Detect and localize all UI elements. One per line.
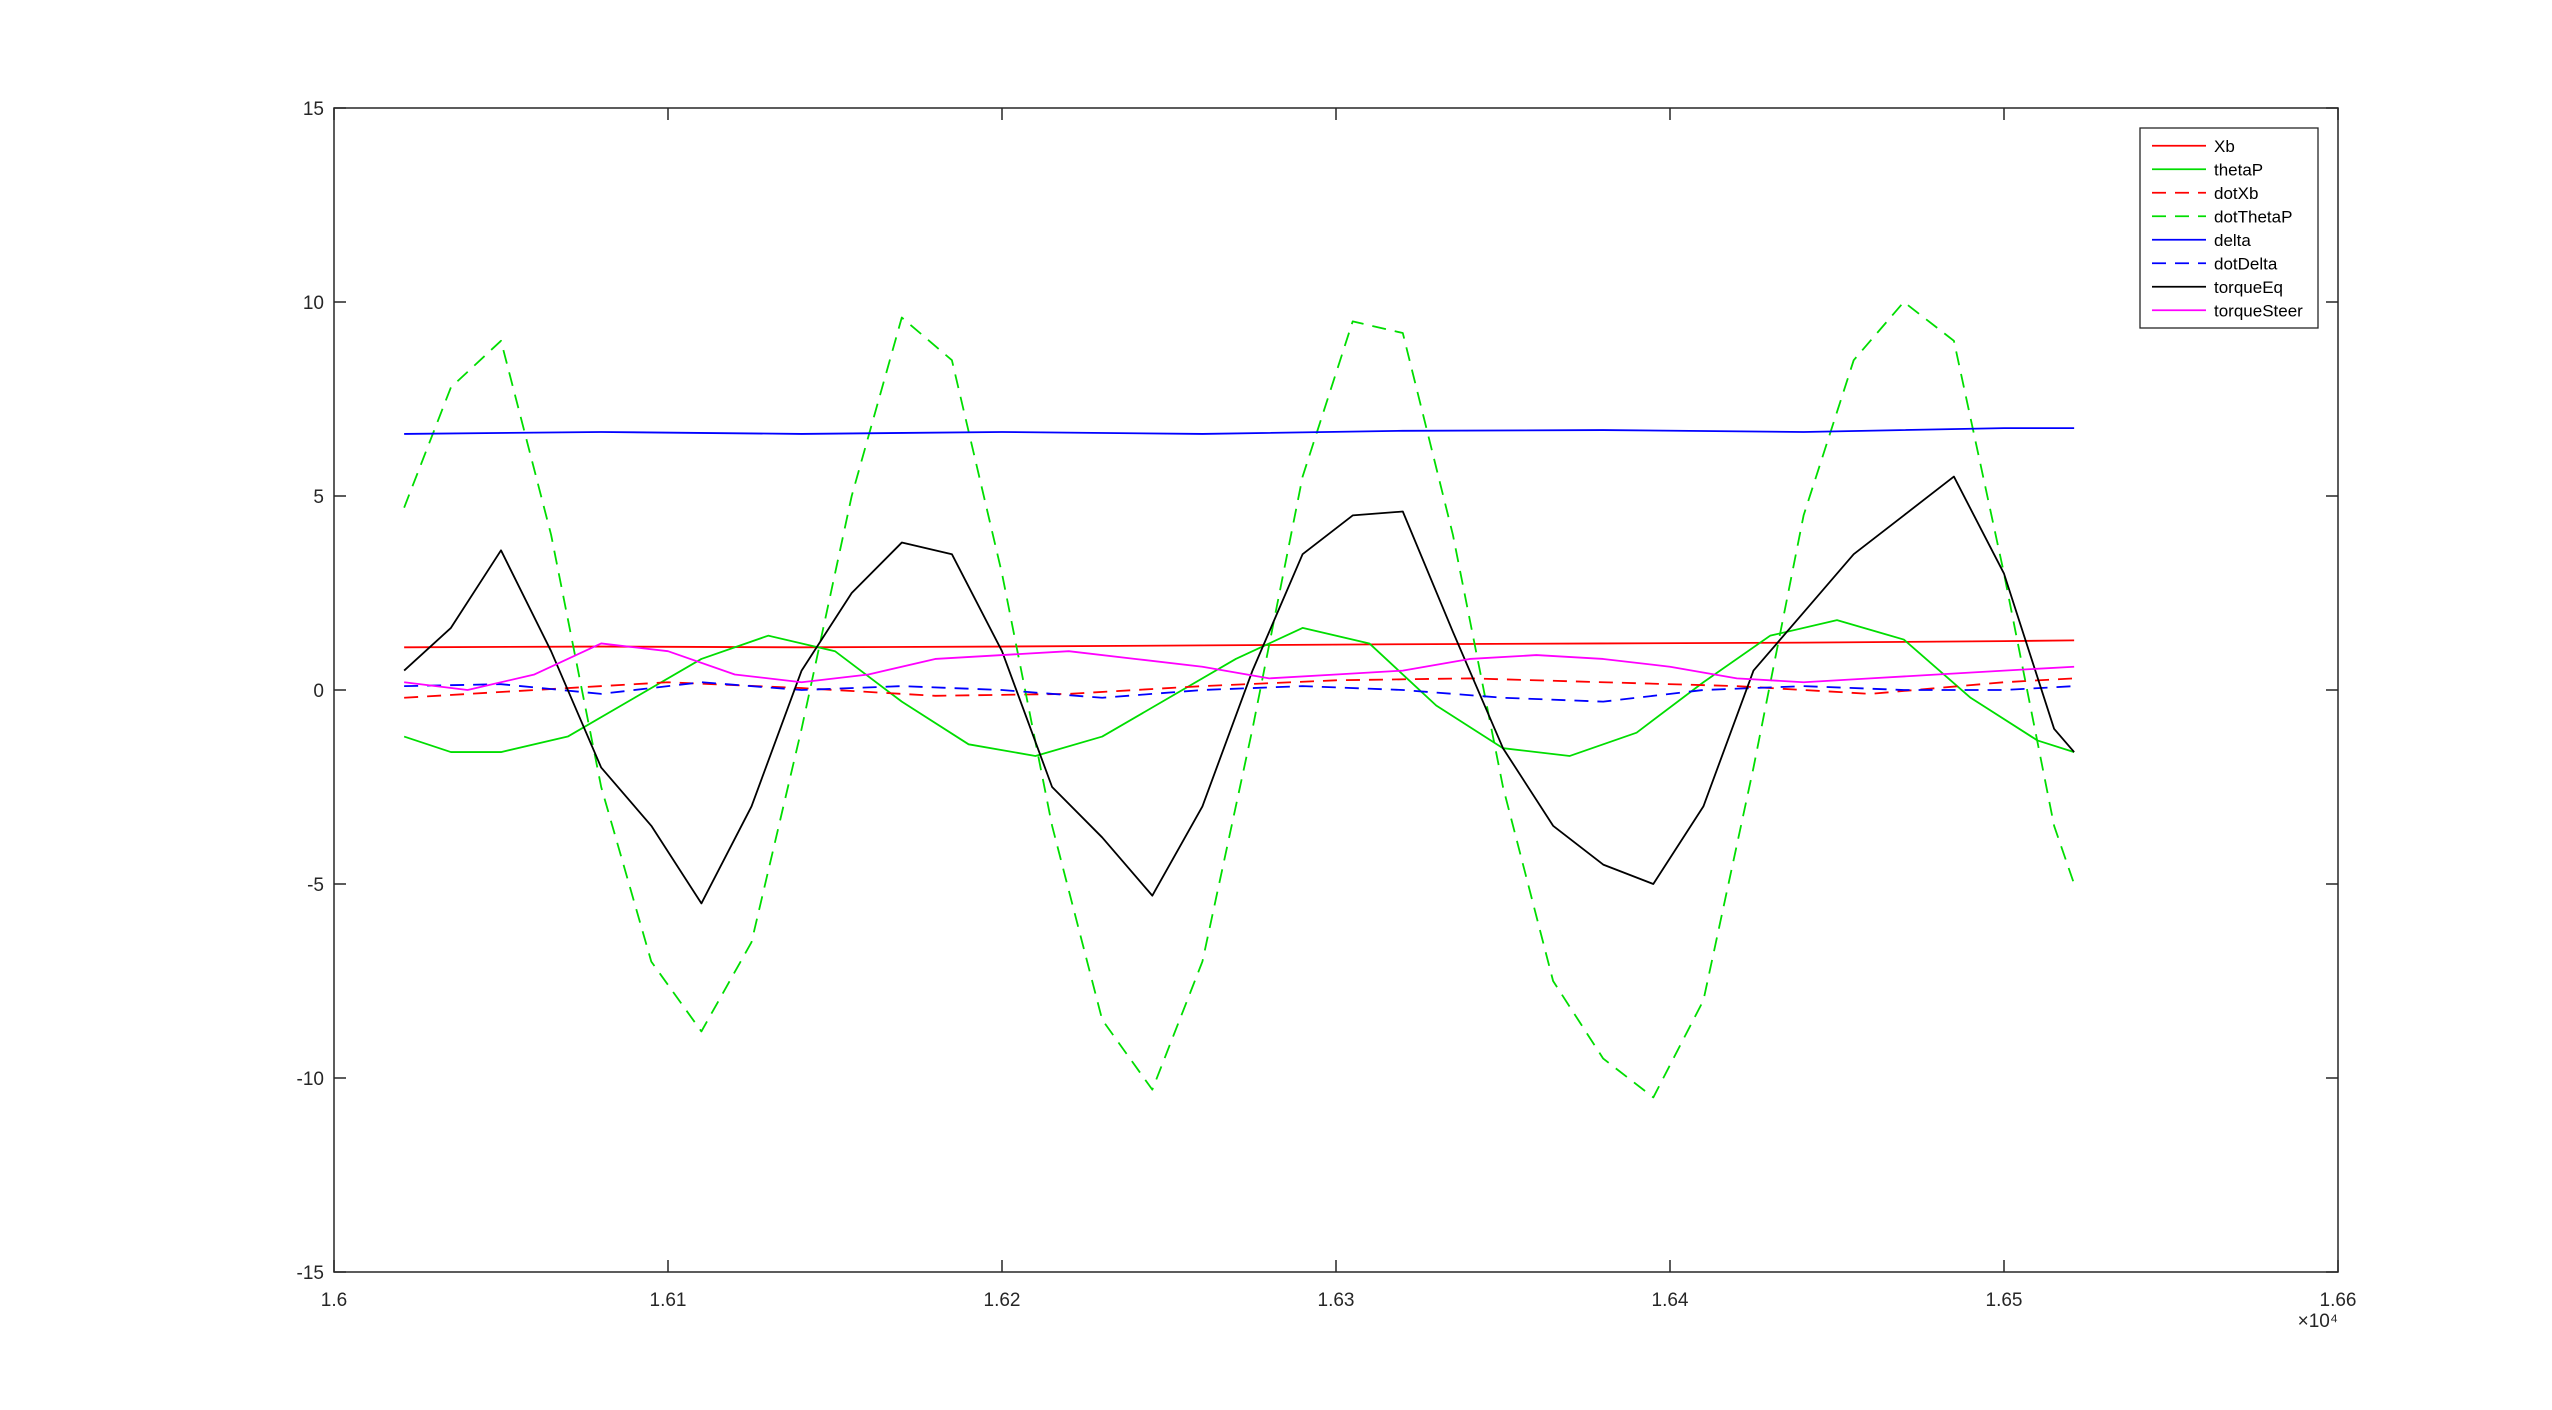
- series-line-Xb: [404, 639, 2075, 649]
- legend-entry: Xb: [2214, 137, 2235, 156]
- series-line-dotDelta: [404, 681, 2075, 703]
- legend-box: [2139, 127, 2319, 329]
- x-tick-label: 1.66: [2320, 1290, 2357, 1311]
- x-tick-label: 1.65: [1986, 1290, 2023, 1311]
- series-line-thetaP: [403, 619, 2075, 757]
- legend-entry: dotXb: [2214, 184, 2258, 203]
- y-tick-label: 15: [303, 99, 324, 120]
- series-line-delta: [404, 427, 2075, 435]
- y-tick-label: 5: [313, 487, 324, 508]
- legend: Xb thetaP dotXb dotThetaP delta dotDelta torqu…: [2139, 127, 2319, 329]
- legend-entry: delta: [2214, 231, 2251, 250]
- y-tick-label: 10: [303, 293, 324, 314]
- legend-entry: torqueSteer: [2214, 301, 2303, 320]
- x-tick-label: 1.62: [984, 1290, 1021, 1311]
- series-line-torqueEq: [403, 475, 2075, 905]
- x-tick-label: 1.64: [1652, 1290, 1689, 1311]
- legend-entry: thetaP: [2214, 160, 2263, 179]
- y-axis-ticks: -15 -10 -5 0 5 10 15: [297, 99, 2338, 1284]
- x-tick-label: 1.63: [1318, 1290, 1355, 1311]
- y-tick-label: -5: [307, 875, 324, 896]
- y-tick-label: -10: [297, 1069, 324, 1090]
- series-layer: [403, 301, 2075, 1099]
- y-tick-label: -15: [297, 1263, 324, 1284]
- y-tick-label: 0: [313, 681, 324, 702]
- legend-entry: torqueEq: [2214, 278, 2283, 297]
- legend-entry: dotThetaP: [2214, 207, 2292, 226]
- x-axis-ticks: 1.6 1.61 1.62 1.63 1.64 1.65 1.66: [321, 108, 2357, 1311]
- x-axis-scale-label: ×10⁴: [2298, 1311, 2338, 1332]
- series-line-torqueSteer: [404, 642, 2075, 691]
- legend-entry: dotDelta: [2214, 254, 2278, 273]
- x-tick-label: 1.61: [650, 1290, 687, 1311]
- x-tick-label: 1.6: [321, 1290, 347, 1311]
- plot-area: [334, 108, 2338, 1272]
